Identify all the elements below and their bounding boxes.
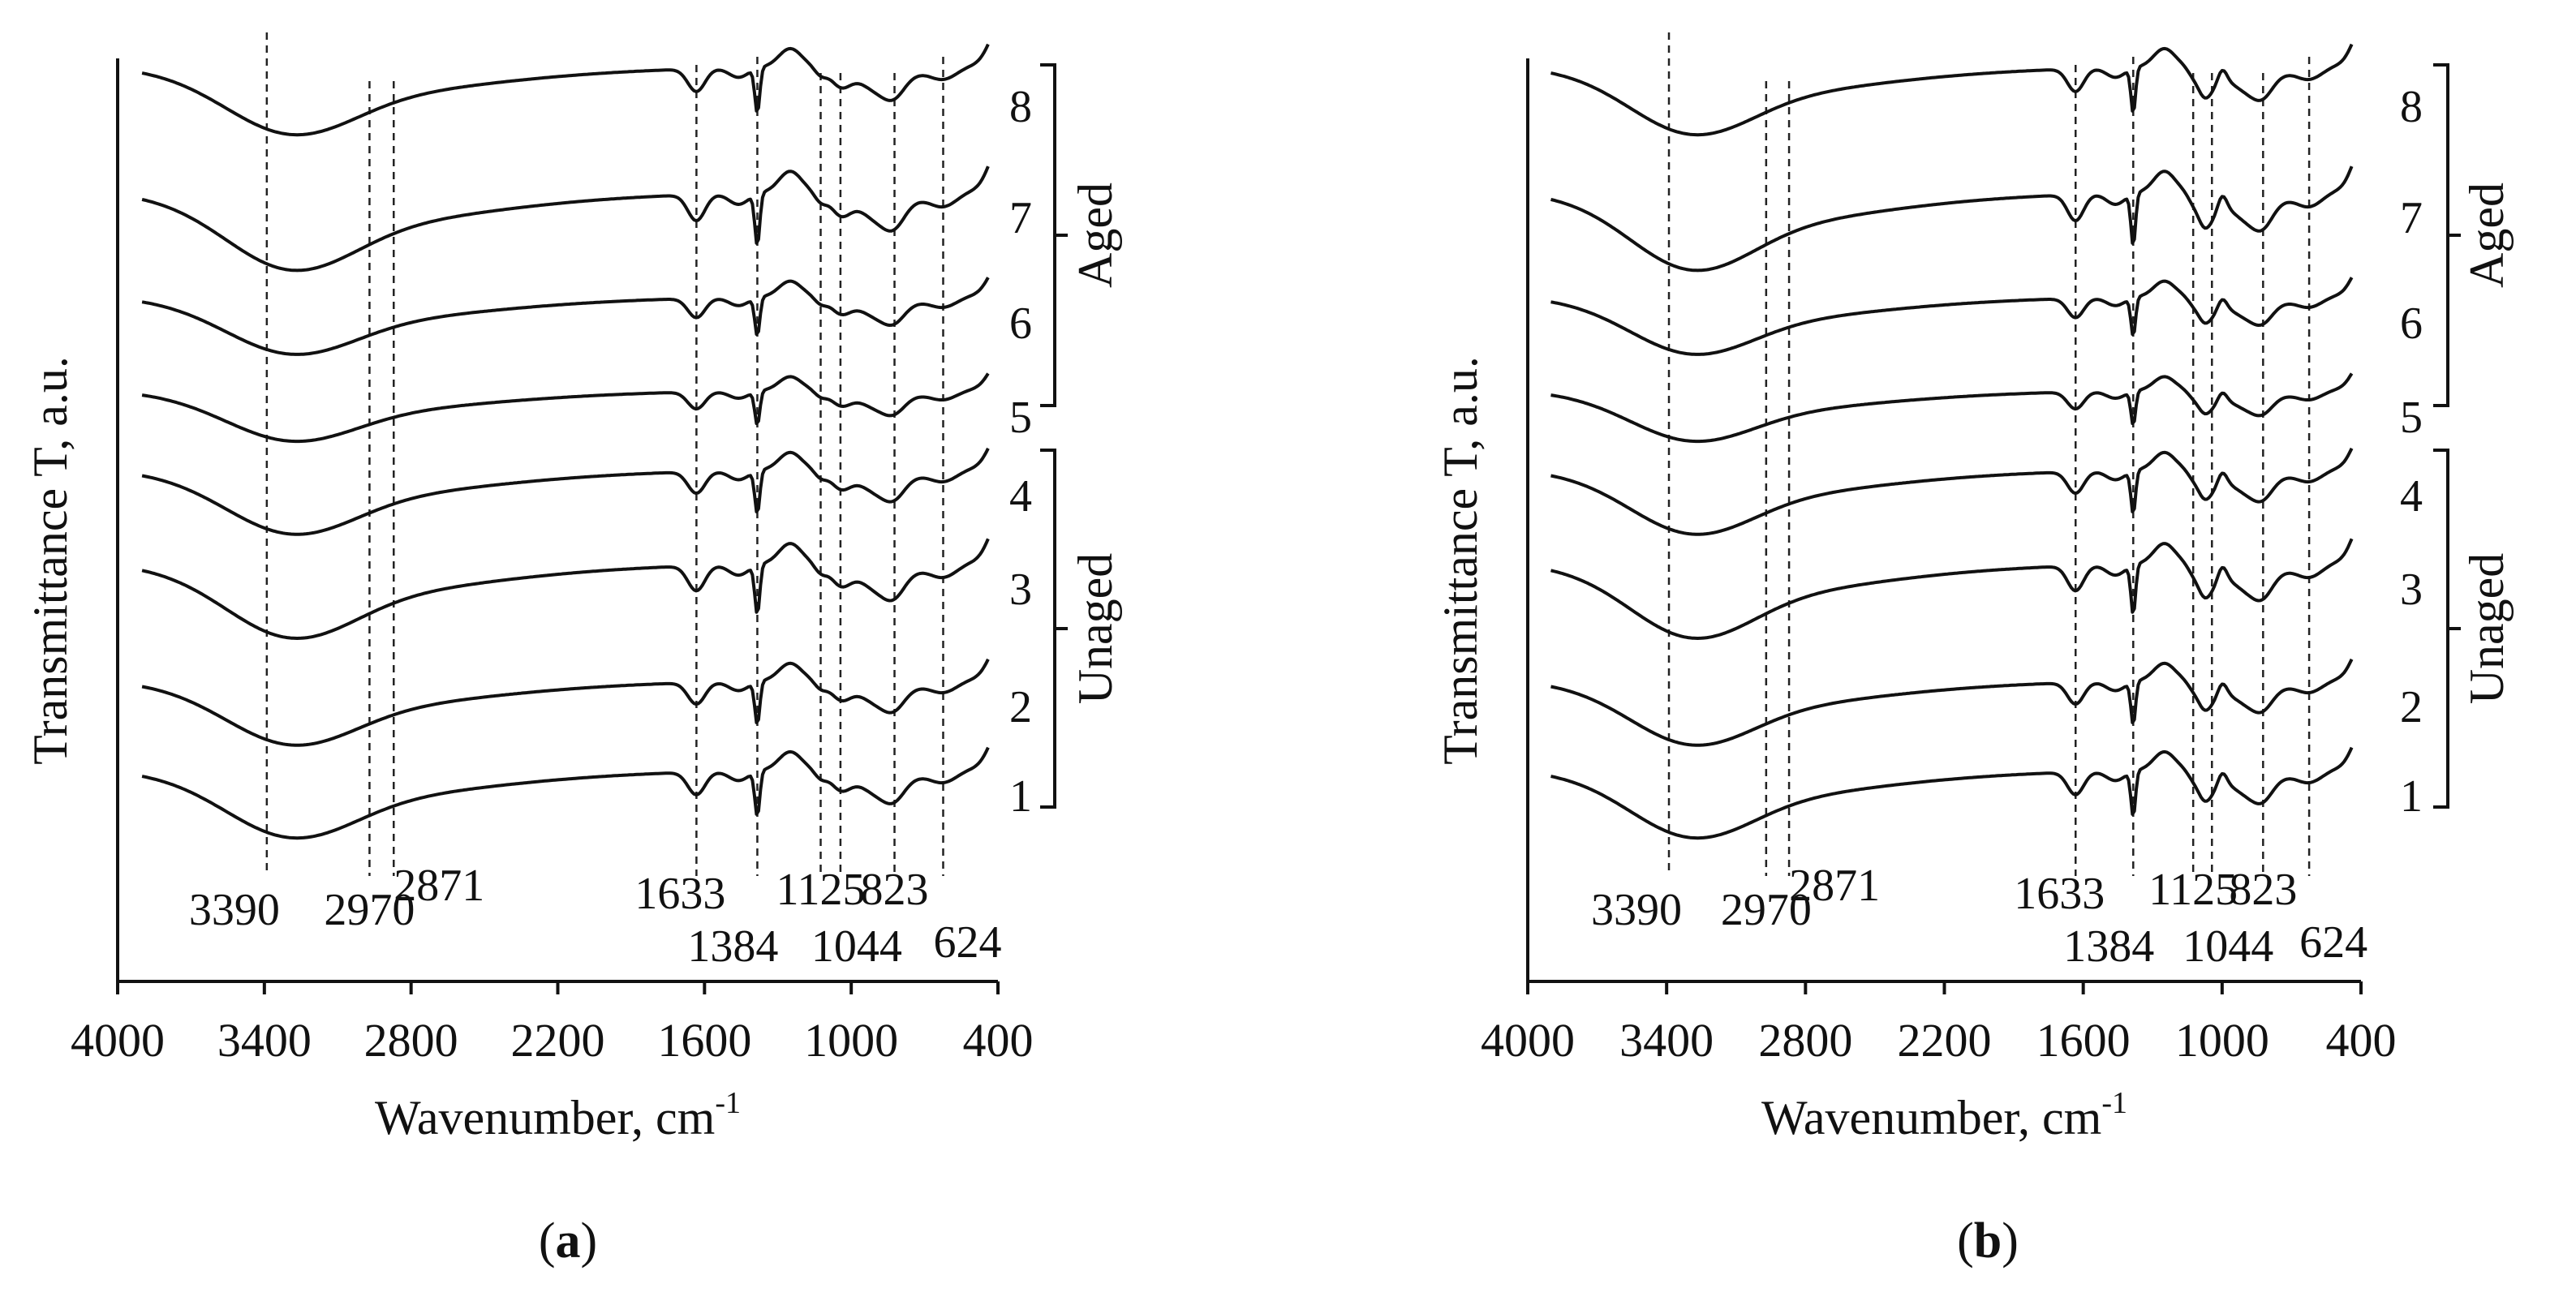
curve-number-label: 1 [2400, 771, 2423, 822]
peak-label: 1633 [2014, 869, 2105, 919]
curve-number-label: 7 [1009, 193, 1032, 243]
spectrum-curve-2 [1550, 658, 2354, 747]
peak-label: 1125 [2148, 865, 2238, 915]
x-tick-label: 3400 [217, 1014, 312, 1067]
panel-b: 4000 3400 2800 2200 1600 1000 400 Wavenumber, c… [1434, 32, 2514, 1269]
peak-label: 2970 [1721, 885, 1812, 935]
spectrum-curve-4 [141, 447, 990, 536]
curve-number-label: 7 [2400, 193, 2423, 243]
curve-number-label: 5 [2400, 393, 2423, 443]
peak-label: 1633 [634, 869, 725, 919]
peak-label: 823 [861, 865, 929, 915]
peak-label: 1044 [811, 921, 902, 972]
aged-bracket [1040, 63, 1068, 407]
panel-caption: (a) [539, 1213, 597, 1269]
curve-number-label: 8 [2400, 82, 2423, 132]
spectrum-curve-7 [1550, 165, 2354, 273]
x-axis-label: Wavenumber, cm-1 [375, 1086, 741, 1144]
spectrum-curve-5 [141, 372, 990, 444]
x-tick-label: 400 [2326, 1014, 2397, 1067]
curve-number-label: 4 [2400, 471, 2423, 522]
x-tick-label: 400 [963, 1014, 1034, 1067]
curve-number-label: 3 [1009, 565, 1032, 615]
caption-close-paren: ) [581, 1213, 598, 1269]
x-tick-label: 4000 [1481, 1014, 1575, 1067]
unaged-bracket [2433, 449, 2461, 809]
caption-open-paren: ( [1957, 1213, 1974, 1269]
x-tick-label: 1600 [657, 1014, 751, 1067]
caption-letter: b [1974, 1213, 2002, 1269]
x-axis-label-superscript: -1 [2101, 1086, 2127, 1120]
y-axis-label: Transmittance T, a.u. [24, 356, 77, 765]
x-axis-label: Wavenumber, cm-1 [1761, 1086, 2127, 1144]
spectrum-curve-8 [1550, 43, 2354, 137]
peak-label: 2970 [324, 885, 415, 935]
curve-number-label: 3 [2400, 565, 2423, 615]
aged-group-label: Aged [1069, 182, 1122, 288]
panel-a: 4000 3400 2800 2200 1600 1000 400 Wavenumber, c… [24, 32, 1122, 1269]
spectrum-curve-7 [141, 165, 990, 273]
spectrum-curve-3 [1550, 538, 2354, 640]
x-axis-label-superscript: -1 [715, 1086, 741, 1120]
unaged-bracket [1040, 449, 1068, 809]
curve-number-label: 6 [2400, 298, 2423, 349]
x-tick-label: 2800 [364, 1014, 458, 1067]
peak-label: 1384 [2063, 921, 2154, 972]
panel-caption: (b) [1957, 1213, 2019, 1269]
peak-label: 1125 [776, 865, 866, 915]
spectrum-curve-1 [1550, 746, 2354, 840]
curve-number-label: 4 [1009, 471, 1032, 522]
curve-number-label: 5 [1009, 393, 1032, 443]
peak-label: 3390 [1591, 885, 1682, 935]
spectrum-curve-2 [141, 658, 990, 747]
spectrum-curve-8 [141, 43, 990, 137]
spectrum-curve-6 [141, 277, 990, 356]
peak-label: 3390 [189, 885, 280, 935]
curve-number-label: 2 [2400, 682, 2423, 732]
unaged-group-label: Unaged [1069, 553, 1122, 705]
spectrum-curve-4 [1550, 447, 2354, 536]
x-tick-label: 2200 [1898, 1014, 1992, 1067]
curve-number-label: 6 [1009, 298, 1032, 349]
caption-open-paren: ( [539, 1213, 556, 1269]
unaged-group-label: Unaged [2460, 553, 2514, 705]
spectrum-curve-1 [141, 746, 990, 840]
x-tick-label: 1600 [2036, 1014, 2131, 1067]
caption-letter: a [556, 1213, 581, 1269]
x-tick-label: 1000 [804, 1014, 898, 1067]
peak-label: 823 [2229, 865, 2297, 915]
peak-label: 624 [933, 917, 1001, 968]
spectrum-curve-3 [141, 538, 990, 640]
spectrum-curve-5 [1550, 372, 2354, 444]
x-tick-label: 2200 [511, 1014, 605, 1067]
peak-label: 2871 [1789, 861, 1880, 911]
x-tick-label: 3400 [1619, 1014, 1714, 1067]
aged-group-label: Aged [2460, 182, 2514, 288]
spectrum-curve-6 [1550, 277, 2354, 356]
curve-number-label: 2 [1009, 682, 1032, 732]
x-tick-label: 1000 [2175, 1014, 2269, 1067]
aged-bracket [2433, 63, 2461, 407]
caption-close-paren: ) [2002, 1213, 2019, 1269]
peak-label: 1384 [687, 921, 778, 972]
curve-number-label: 8 [1009, 82, 1032, 132]
peak-label: 2871 [393, 861, 484, 911]
curve-number-label: 1 [1009, 771, 1032, 822]
x-tick-label: 2800 [1758, 1014, 1852, 1067]
y-axis-label: Transmittance T, a.u. [1434, 356, 1487, 765]
peak-label: 1044 [2183, 921, 2273, 972]
x-tick-label: 4000 [71, 1014, 165, 1067]
peak-label: 624 [2299, 917, 2367, 968]
